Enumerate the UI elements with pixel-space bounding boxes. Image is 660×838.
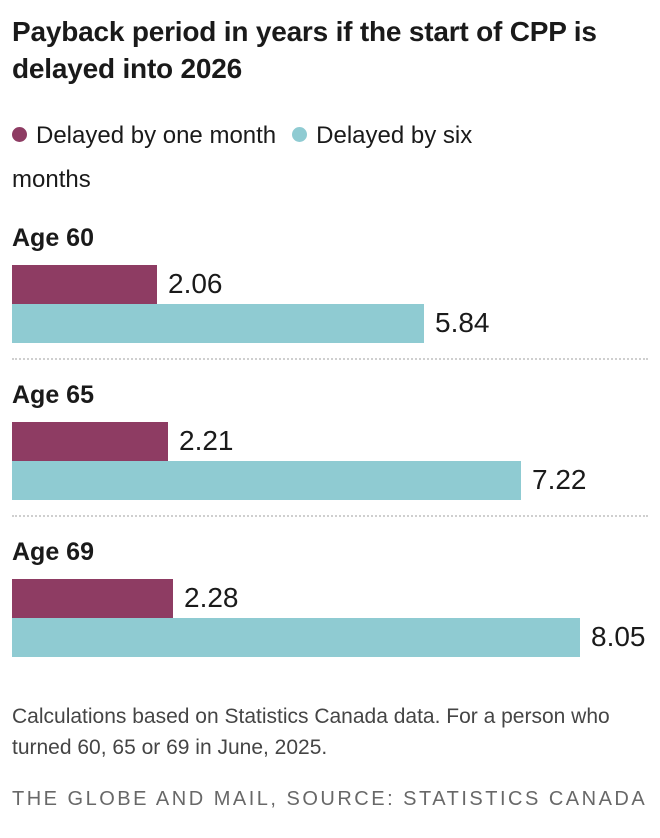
legend: Delayed by one month Delayed by six month… (12, 114, 542, 203)
bar-one-month (12, 578, 173, 618)
age-group-label: Age 65 (12, 380, 94, 409)
age-group: Age 60 2.06 5.84 (12, 223, 648, 343)
legend-label-six-months: Delayed by six months (12, 121, 473, 194)
bar-row: 5.84 (12, 303, 648, 343)
bar-six-months (12, 617, 580, 657)
age-group-label: Age 60 (12, 223, 94, 252)
bar-row: 2.06 (12, 264, 648, 304)
group-separator (12, 514, 648, 517)
legend-dot-one-month-icon (12, 127, 27, 143)
chart-groups: Age 60 2.06 5.84 Age 65 2.21 7.22 Age 69 2.28 8.… (12, 223, 648, 657)
bar-one-month (12, 421, 168, 461)
bar-one-month (12, 264, 157, 304)
bar-row: 2.21 (12, 421, 648, 461)
bar-six-months (12, 460, 521, 500)
group-separator (12, 357, 648, 360)
bar-value-label: 8.05 (591, 621, 646, 653)
bar-value-label: 2.21 (179, 425, 234, 457)
legend-item-one-month: Delayed by one month (12, 122, 276, 149)
legend-item-six-months: Delayed by six months (12, 122, 472, 193)
bar-value-label: 2.06 (168, 268, 223, 300)
page-title: Payback period in years if the start of … (12, 16, 597, 84)
source-note: Calculations based on Statistics Canada … (12, 704, 610, 760)
credit-line: THE GLOBE AND MAIL, SOURCE: STATISTICS C… (12, 787, 648, 810)
bar-row: 7.22 (12, 460, 648, 500)
bar-row: 8.05 (12, 617, 648, 657)
age-group-label: Age 69 (12, 537, 94, 566)
age-group: Age 69 2.28 8.05 (12, 537, 648, 657)
legend-dot-six-months-icon (292, 127, 308, 143)
bar-row: 2.28 (12, 578, 648, 618)
bar-six-months (12, 303, 424, 343)
legend-label-one-month: Delayed by one month (36, 121, 277, 149)
age-group: Age 65 2.21 7.22 (12, 380, 648, 500)
bar-value-label: 5.84 (435, 307, 490, 339)
bar-value-label: 7.22 (532, 464, 587, 496)
bar-value-label: 2.28 (184, 582, 239, 614)
